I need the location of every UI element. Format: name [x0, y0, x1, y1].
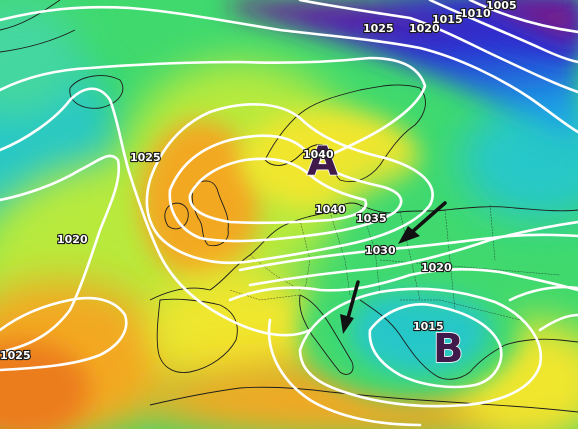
isobar-label: 1015 [413, 320, 444, 333]
coastlines [0, 0, 578, 413]
isobar-label: 1020 [409, 22, 440, 35]
arrow-northeast-flow [398, 201, 447, 244]
isobar-1040 [188, 157, 368, 225]
scandinavia-coast [264, 84, 426, 183]
balkans-coast [359, 299, 578, 380]
isobar-1020-southeast [228, 268, 578, 302]
isobar-1025-southeast [508, 285, 578, 332]
isobar-1020-west [0, 154, 121, 354]
isobar-1010 [428, 0, 578, 64]
isobar-label: 1040 [315, 203, 346, 216]
isobar-label: 1020 [57, 233, 88, 246]
iberia-coast [156, 298, 238, 373]
country-borders [229, 204, 561, 321]
isobar-1025-north [0, 56, 427, 162]
isobar-label: 1020 [421, 261, 452, 274]
isobar-label: 1025 [0, 349, 31, 362]
north-africa-coast [149, 386, 578, 413]
isobar-1025-south-arc [267, 318, 422, 427]
isobar-1015-south [368, 303, 503, 389]
isobar-label: 1040 [303, 148, 334, 161]
flow-arrows [340, 201, 447, 334]
british-isles-coast [164, 180, 229, 247]
isobar-1020-north [0, 5, 578, 134]
isobar-1020-south-loop [298, 287, 543, 408]
isobar-label: 1015 [432, 13, 463, 26]
low-pressure-center: B [433, 326, 464, 372]
isobar-1035 [168, 134, 403, 243]
isobar-labels: 1005 1010 1015 1020 1025 1025 1020 1025 … [0, 0, 518, 363]
isobar-label: 1035 [356, 212, 387, 225]
isobar-1025-southwest [0, 296, 128, 372]
isobar-1025-west [0, 87, 312, 337]
iceland-coast [69, 75, 124, 109]
isobar-label: 1025 [130, 151, 161, 164]
isobar-1025-east [248, 220, 578, 287]
isobar-1030 [145, 103, 434, 265]
isobar-1015-north [298, 0, 578, 94]
isobar-1005 [468, 0, 578, 34]
isobar-label: 1010 [460, 7, 491, 20]
isobar-1030-east [238, 233, 578, 272]
isobar-label: 1030 [365, 244, 396, 257]
high-pressure-center: A [307, 139, 338, 185]
isobar-label: 1025 [363, 22, 394, 35]
europe-mainland-coast [149, 202, 578, 301]
greenland-coast [0, 0, 76, 53]
isobar-label: 1005 [486, 0, 517, 12]
arrow-alps-flow [340, 280, 360, 334]
